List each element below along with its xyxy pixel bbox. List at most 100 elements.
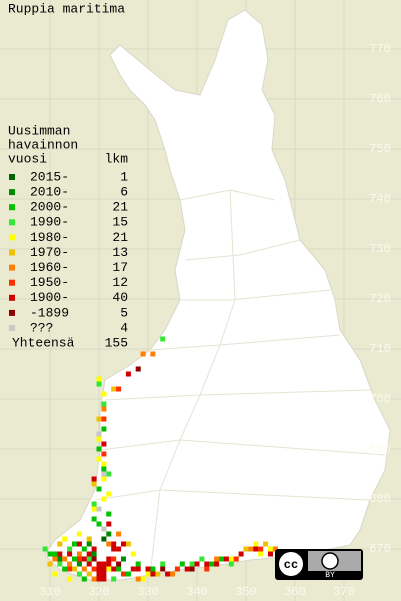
observation-square — [106, 561, 112, 567]
legend-swatch — [9, 309, 15, 316]
observation-square — [101, 401, 107, 407]
observation-square — [86, 556, 92, 562]
observation-square — [238, 551, 244, 557]
northing-label: 760 — [369, 92, 391, 106]
observation-square — [160, 566, 166, 572]
observation-square — [199, 556, 205, 562]
observation-square — [140, 351, 146, 357]
observation-square — [106, 566, 112, 572]
legend-count: 17 — [112, 260, 128, 275]
observation-square — [62, 536, 68, 542]
observation-square — [194, 561, 200, 567]
observation-square — [86, 541, 92, 547]
legend-count: 12 — [112, 275, 128, 290]
observation-square — [125, 371, 131, 377]
legend-swatch — [9, 264, 15, 271]
observation-square — [223, 556, 229, 562]
observation-square — [101, 461, 107, 467]
observation-square — [91, 546, 97, 552]
observation-square — [96, 436, 102, 442]
observation-square — [86, 551, 92, 557]
observation-square — [101, 441, 107, 447]
observation-square — [96, 416, 102, 422]
easting-label: 310 — [39, 585, 61, 599]
northing-label: 680 — [369, 492, 391, 506]
observation-square — [101, 451, 107, 457]
legend-swatch — [9, 189, 15, 196]
observation-square — [101, 561, 107, 567]
observation-square — [214, 556, 220, 562]
legend-label: 1950- — [30, 275, 69, 290]
observation-square — [96, 571, 102, 577]
observation-square — [91, 556, 97, 562]
observation-square — [91, 501, 97, 507]
observation-square — [96, 506, 102, 512]
observation-square — [96, 376, 102, 382]
observation-square — [116, 566, 122, 572]
observation-square — [130, 566, 136, 572]
observation-square — [228, 556, 234, 562]
observation-square — [101, 391, 107, 397]
northing-label: 690 — [369, 442, 391, 456]
observation-square — [91, 516, 97, 522]
total-label: Yhteensä — [12, 335, 75, 350]
badge-label: BY — [325, 571, 335, 580]
observation-square — [116, 546, 122, 552]
observation-square — [101, 426, 107, 432]
observation-square — [272, 546, 278, 552]
observation-square — [96, 446, 102, 452]
observation-square — [57, 551, 63, 557]
cc-circle — [277, 550, 305, 578]
observation-square — [96, 561, 102, 567]
legend-swatch — [9, 204, 15, 211]
observation-square — [101, 576, 107, 582]
observation-square — [258, 551, 264, 557]
observation-square — [204, 566, 210, 572]
by-icon — [321, 552, 339, 570]
observation-square — [52, 551, 58, 557]
observation-square — [111, 546, 117, 552]
observation-square — [67, 551, 73, 557]
observation-square — [42, 546, 48, 552]
legend-count: 40 — [112, 290, 128, 305]
observation-square — [145, 566, 151, 572]
observation-square — [165, 571, 171, 577]
observation-square — [125, 571, 131, 577]
observation-square — [101, 536, 107, 542]
northing-label: 720 — [369, 292, 391, 306]
total-count: 155 — [105, 335, 128, 350]
observation-square — [130, 551, 136, 557]
observation-square — [101, 471, 107, 477]
observation-square — [67, 576, 73, 582]
legend-header: vuosi — [8, 151, 47, 166]
observation-square — [76, 541, 82, 547]
observation-square — [96, 566, 102, 572]
observation-square — [204, 561, 210, 567]
observation-square — [219, 556, 224, 562]
legend-swatch — [9, 234, 15, 241]
observation-square — [214, 561, 220, 567]
observation-square — [106, 556, 112, 562]
observation-square — [76, 551, 82, 557]
observation-square — [121, 541, 126, 547]
observation-square — [57, 556, 63, 562]
observation-square — [106, 531, 112, 537]
observation-square — [81, 576, 87, 582]
legend-count: 1 — [120, 169, 128, 184]
observation-square — [91, 506, 97, 512]
northing-label: 670 — [369, 542, 391, 556]
legend-count: 6 — [120, 185, 128, 200]
observation-square — [81, 556, 87, 562]
observation-square — [96, 486, 102, 492]
observation-square — [268, 551, 273, 557]
observation-square — [268, 546, 273, 552]
legend-swatch — [9, 279, 15, 286]
observation-square — [67, 566, 73, 572]
legend-swatch — [9, 219, 15, 226]
legend-label: 1970- — [30, 245, 69, 260]
observation-square — [86, 571, 92, 577]
legend-label: 2015- — [30, 169, 69, 184]
observation-square — [96, 521, 102, 527]
observation-square — [101, 496, 107, 502]
